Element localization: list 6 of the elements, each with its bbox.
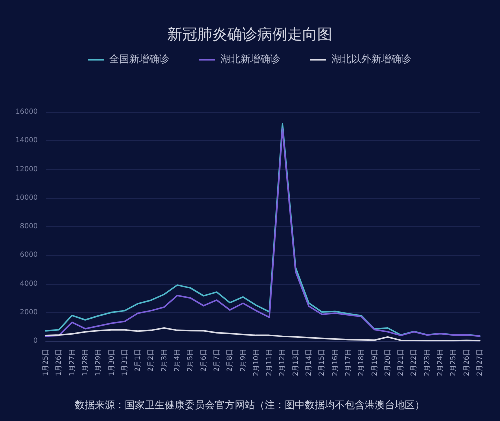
legend-label: 全国新增确诊 <box>110 54 170 66</box>
legend-label: 湖北新增确诊 <box>220 54 280 66</box>
legend-label: 湖北以外新增确诊 <box>332 54 412 66</box>
chart-title: 新冠肺炎确诊病例走向图 <box>168 26 332 44</box>
source-note: 数据来源：国家卫生健康委员会官方网站（注：图中数据均不包含港澳台地区） <box>75 400 425 412</box>
line-series <box>45 328 481 342</box>
